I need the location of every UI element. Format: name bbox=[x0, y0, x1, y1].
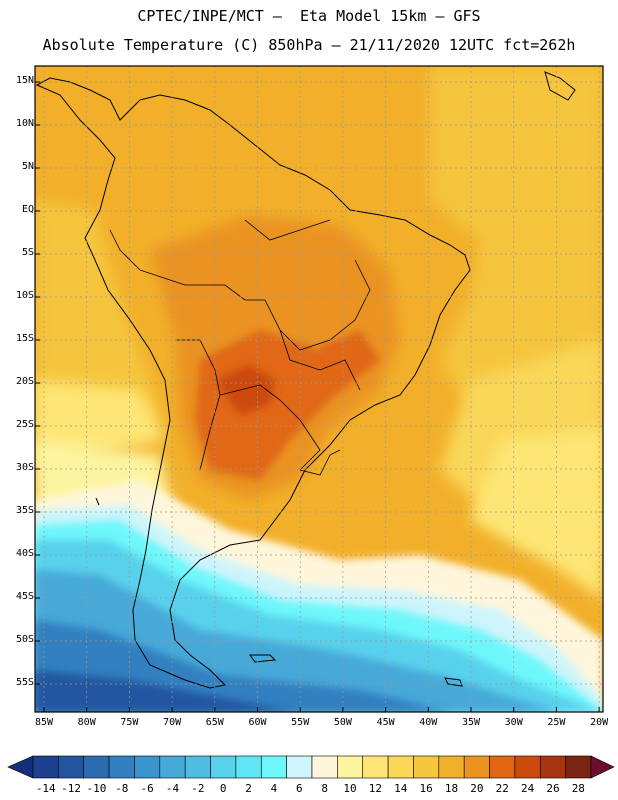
colorbar-swatch bbox=[134, 755, 161, 779]
lon-label: 60W bbox=[248, 717, 267, 728]
lon-label: 45W bbox=[376, 717, 395, 728]
colorbar-label: -6 bbox=[140, 782, 154, 795]
colorbar-label: 28 bbox=[571, 782, 585, 795]
colorbar-swatch bbox=[337, 755, 364, 779]
title-line-1: CPTEC/INPE/MCT – Eta Model 15km – GFS bbox=[137, 7, 481, 25]
colorbar-swatch bbox=[438, 755, 465, 779]
colorbar-label: 16 bbox=[419, 782, 433, 795]
caribbean-islands[interactable] bbox=[544, 71, 576, 101]
colorbar-swatch bbox=[32, 755, 59, 779]
colorbar-label: 10 bbox=[343, 782, 357, 795]
field-pacific-16 bbox=[35, 200, 165, 430]
colorbar-label: -14 bbox=[35, 782, 56, 795]
colorbar-swatch bbox=[159, 755, 186, 779]
colorbar-swatch bbox=[387, 755, 414, 779]
colorbar-swatch bbox=[58, 755, 85, 779]
lon-label: 20W bbox=[590, 717, 609, 728]
lat-label: 30S bbox=[15, 462, 34, 473]
country-borders bbox=[109, 219, 371, 476]
field-south-minus12 bbox=[35, 670, 300, 712]
lat-label: 35S bbox=[15, 505, 34, 516]
border-brazil-states[interactable] bbox=[279, 329, 361, 391]
lat-label: 45S bbox=[15, 591, 34, 602]
lon-label: 25W bbox=[547, 717, 566, 728]
colorbar-label: 6 bbox=[296, 782, 303, 795]
lon-label: 65W bbox=[205, 717, 224, 728]
colorbar-label: -2 bbox=[191, 782, 205, 795]
lon-label: 80W bbox=[77, 717, 96, 728]
colorbar-swatch bbox=[83, 755, 110, 779]
lat-label: 15N bbox=[15, 75, 34, 86]
field-interior-24 bbox=[215, 365, 275, 415]
colorbar-label: 8 bbox=[321, 782, 328, 795]
lon-label: 35W bbox=[461, 717, 481, 728]
field-interior-22b bbox=[320, 340, 365, 375]
colorbar-label: -10 bbox=[86, 782, 107, 795]
colorbar-swatch bbox=[108, 755, 135, 779]
field-atlantic-12 bbox=[470, 430, 603, 600]
border-guianas[interactable] bbox=[244, 219, 331, 241]
colorbar-label: 12 bbox=[368, 782, 383, 795]
coastlines bbox=[35, 71, 576, 689]
lat-label: 10N bbox=[15, 118, 34, 129]
falkland-islands[interactable] bbox=[249, 654, 277, 663]
border-colombia-ecuador[interactable] bbox=[109, 229, 141, 271]
colorbar-label: 26 bbox=[546, 782, 560, 795]
lat-label: 25S bbox=[15, 419, 34, 430]
colorbar-label: 22 bbox=[495, 782, 509, 795]
lon-label: 55W bbox=[291, 717, 310, 728]
lat-label: 40S bbox=[15, 548, 34, 559]
colorbar-label: -8 bbox=[115, 782, 129, 795]
colorbar-swatch bbox=[539, 755, 566, 779]
lon-label: 30W bbox=[504, 717, 523, 728]
colorbar-label: 20 bbox=[470, 782, 484, 795]
axis-ticks bbox=[35, 81, 600, 712]
lon-label: 50W bbox=[333, 717, 352, 728]
border-paraguay[interactable] bbox=[219, 384, 321, 471]
colorbar-label: 4 bbox=[270, 782, 278, 795]
colorbar-swatch bbox=[413, 755, 440, 779]
colorbar-swatch bbox=[235, 755, 262, 779]
colorbar-swatch bbox=[463, 755, 490, 779]
colorbar-swatch bbox=[184, 755, 211, 779]
lat-label: 5S bbox=[21, 247, 34, 258]
colorbar-label: -4 bbox=[165, 782, 180, 795]
lon-label: 40W bbox=[419, 717, 438, 728]
colorbar-swatch bbox=[210, 755, 237, 779]
lat-label: 55S bbox=[15, 677, 34, 688]
title-line-2: Absolute Temperature (C) 850hPa – 21/11/… bbox=[42, 36, 576, 54]
colorbar-label: -12 bbox=[61, 782, 81, 795]
colorbar-label: 14 bbox=[394, 782, 408, 795]
lat-label: 20S bbox=[15, 376, 34, 387]
south-georgia[interactable] bbox=[444, 677, 463, 687]
colorbar-min-arrow bbox=[7, 755, 34, 779]
colorbar-max-arrow bbox=[590, 755, 615, 779]
south-america-coast[interactable] bbox=[35, 77, 471, 689]
colorbar-label: 24 bbox=[520, 782, 535, 795]
colorbar-swatch bbox=[260, 755, 287, 779]
lat-label: 10S bbox=[15, 290, 34, 301]
colorbar bbox=[7, 755, 615, 779]
colorbar-swatch bbox=[311, 755, 338, 779]
colorbar-label: 2 bbox=[245, 782, 252, 795]
lat-label: EQ bbox=[21, 204, 34, 215]
colorbar-swatch bbox=[514, 755, 541, 779]
juan-fernandez-islands[interactable] bbox=[95, 497, 100, 506]
lat-label: 15S bbox=[15, 333, 34, 344]
lat-label: 50S bbox=[15, 634, 34, 645]
lon-label: 85W bbox=[34, 717, 54, 728]
colorbar-swatch bbox=[489, 755, 516, 779]
border-uruguay[interactable] bbox=[299, 449, 341, 476]
colorbar-swatch bbox=[565, 755, 592, 779]
colorbar-swatch bbox=[362, 755, 389, 779]
map-frame bbox=[34, 65, 604, 713]
colorbar-swatch bbox=[286, 755, 313, 779]
temperature-field bbox=[35, 66, 603, 712]
colorbar-label: 18 bbox=[444, 782, 459, 795]
lat-label: 5N bbox=[21, 161, 34, 172]
lon-label: 70W bbox=[163, 717, 182, 728]
lon-label: 75W bbox=[120, 717, 139, 728]
colorbar-label: 0 bbox=[219, 782, 227, 795]
